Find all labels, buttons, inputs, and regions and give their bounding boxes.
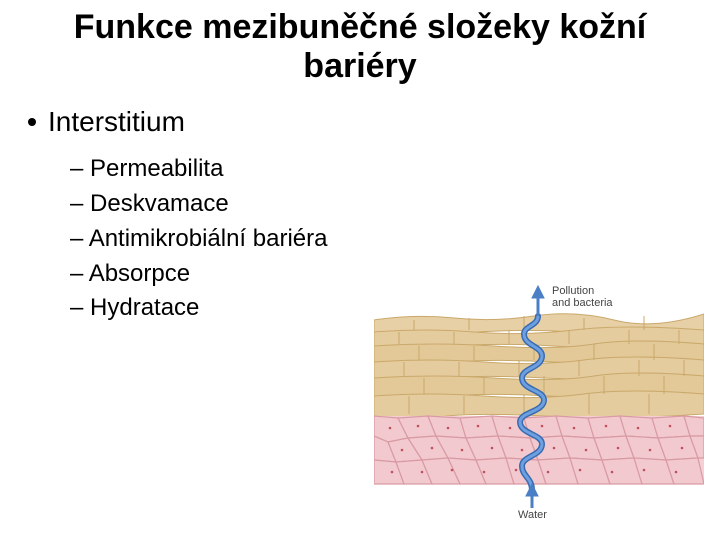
- bullet-dot-icon: [28, 118, 36, 126]
- page-title: Funkce mezibuněčné složeky kožní bariéry: [0, 0, 720, 86]
- diagram-bottom-label: Water: [518, 509, 547, 520]
- main-bullet: Interstitium: [0, 86, 720, 138]
- skin-barrier-diagram: Pollution and bacteria Water: [374, 280, 704, 520]
- diagram-top-label-line2: and bacteria: [552, 297, 613, 309]
- sub-bullet: Deskvamace: [70, 187, 720, 222]
- sub-bullet: Antimikrobiální bariéra: [70, 222, 720, 257]
- main-bullet-text: Interstitium: [48, 106, 185, 137]
- arrow-top-icon: [532, 286, 544, 316]
- diagram-svg: Pollution and bacteria Water: [374, 280, 704, 520]
- sub-bullet: Permeabilita: [70, 152, 720, 187]
- arrow-bottom-icon: [526, 484, 538, 508]
- diagram-top-label-line1: Pollution: [552, 285, 594, 297]
